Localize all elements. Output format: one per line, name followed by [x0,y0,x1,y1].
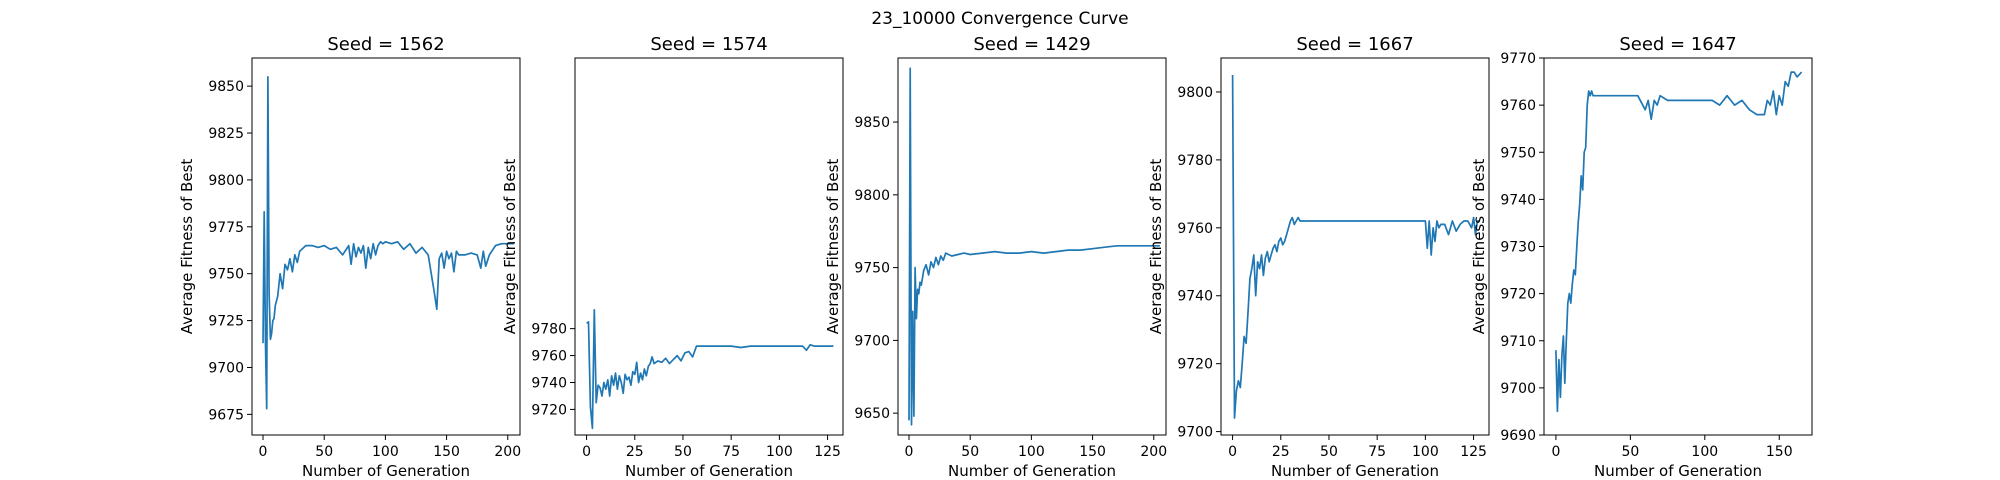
x-axis-label: Number of Generation [302,462,470,480]
y-tick-label: 9720 [1177,357,1213,373]
x-tick-label: 0 [905,444,914,460]
figure-suptitle: 23_10000 Convergence Curve [871,9,1128,29]
x-tick-label: 150 [1079,444,1106,460]
x-tick-label: 100 [766,444,793,460]
x-tick-label: 50 [1320,444,1338,460]
x-tick-label: 150 [433,444,460,460]
y-axis-label: Average Fitness of Best [1470,159,1488,335]
series-line [262,75,514,410]
x-tick-label: 0 [259,444,268,460]
subplot-2: Seed = 1574 0 25 50 75 100 125 9720 9740 9760 9780… [501,34,844,480]
x-axis-label: Number of Generation [625,462,793,480]
plot-frame [1220,57,1490,436]
x-tick-label: 50 [674,444,692,460]
y-tick-label: 9750 [1500,145,1536,161]
plot-frame [574,57,844,436]
y-axis-label: Average Fitness of Best [501,159,519,335]
subplot-title: Seed = 1647 [1619,34,1736,55]
y-tick-label: 9760 [531,349,567,365]
y-tick-label: 9650 [854,406,890,422]
y-tick-label: 9720 [531,402,567,418]
x-tick-label: 100 [1018,444,1045,460]
subplot-title: Seed = 1562 [327,34,444,55]
y-tick-label: 9850 [854,115,890,131]
subplot-title: Seed = 1429 [973,34,1090,55]
y-tick-label: 9710 [1500,334,1536,350]
x-tick-label: 25 [1272,444,1290,460]
x-tick-label: 0 [1228,444,1237,460]
y-tick-label: 9740 [531,375,567,391]
y-tick-label: 9675 [208,407,244,423]
y-tick-label: 9740 [1177,289,1213,305]
series-line [1231,74,1480,419]
x-tick-label: 200 [494,444,521,460]
x-tick-label: 50 [961,444,979,460]
plot-frame [251,57,521,436]
plot-frame [897,57,1167,436]
x-tick-label: 125 [814,444,841,460]
series-line [908,67,1160,426]
y-tick-label: 9825 [208,126,244,142]
y-axis-label: Average Fitness of Best [1147,159,1165,335]
y-tick-label: 9700 [208,360,244,376]
x-tick-label: 50 [315,444,333,460]
x-tick-label: 150 [1766,444,1793,460]
plot-frame [1543,57,1813,436]
x-axis-label: Number of Generation [1271,462,1439,480]
y-tick-label: 9750 [854,261,890,277]
y-tick-label: 9750 [208,267,244,283]
x-tick-label: 0 [582,444,591,460]
y-tick-label: 9800 [854,188,890,204]
y-tick-label: 9725 [208,314,244,330]
y-tick-label: 9770 [1500,51,1536,67]
subplot-4: Seed = 1667 0 25 50 75 100 125 9700 9720 9740 9760… [1147,34,1490,480]
y-axis-label: Average Fitness of Best [178,159,196,335]
subplot-3: Seed = 1429 0 50 100 150 200 9650 9700 9750 9800 9… [824,34,1167,480]
y-tick-label: 9800 [1177,85,1213,101]
x-axis-label: Number of Generation [948,462,1116,480]
x-axis-label: Number of Generation [1594,462,1762,480]
x-tick-label: 100 [1691,444,1718,460]
y-tick-label: 9720 [1500,287,1536,303]
y-tick-label: 9730 [1500,240,1536,256]
x-tick-label: 200 [1140,444,1167,460]
y-tick-label: 9690 [1500,428,1536,444]
y-tick-label: 9700 [854,333,890,349]
subplot-title: Seed = 1667 [1296,34,1413,55]
y-tick-label: 9740 [1500,192,1536,208]
x-tick-label: 75 [1368,444,1386,460]
y-tick-label: 9700 [1177,425,1213,441]
y-tick-label: 9800 [208,173,244,189]
x-tick-label: 100 [1412,444,1439,460]
y-tick-label: 9760 [1177,221,1213,237]
series-line [1555,71,1803,413]
y-tick-label: 9700 [1500,381,1536,397]
y-tick-label: 9775 [208,220,244,236]
y-tick-label: 9760 [1500,98,1536,114]
x-tick-label: 25 [626,444,644,460]
x-tick-label: 0 [1551,444,1560,460]
subplot-1: Seed = 1562 0 50 100 150 200 9675 9700 9725 9750 9… [178,34,521,480]
x-tick-label: 100 [372,444,399,460]
subplot-title: Seed = 1574 [650,34,767,55]
subplot-5: Seed = 1647 0 50 100 150 9690 9700 9710 9720 9730… [1470,34,1813,480]
x-tick-label: 125 [1460,444,1487,460]
y-axis-label: Average Fitness of Best [824,159,842,335]
y-tick-label: 9780 [1177,153,1213,169]
x-tick-label: 75 [722,444,740,460]
subplots-container: Seed = 1562 0 50 100 150 200 9675 9700 9725 9750 9… [178,34,1813,480]
x-tick-label: 50 [1621,444,1639,460]
y-tick-label: 9850 [208,79,244,95]
series-line [586,308,834,430]
y-tick-label: 9780 [531,322,567,338]
